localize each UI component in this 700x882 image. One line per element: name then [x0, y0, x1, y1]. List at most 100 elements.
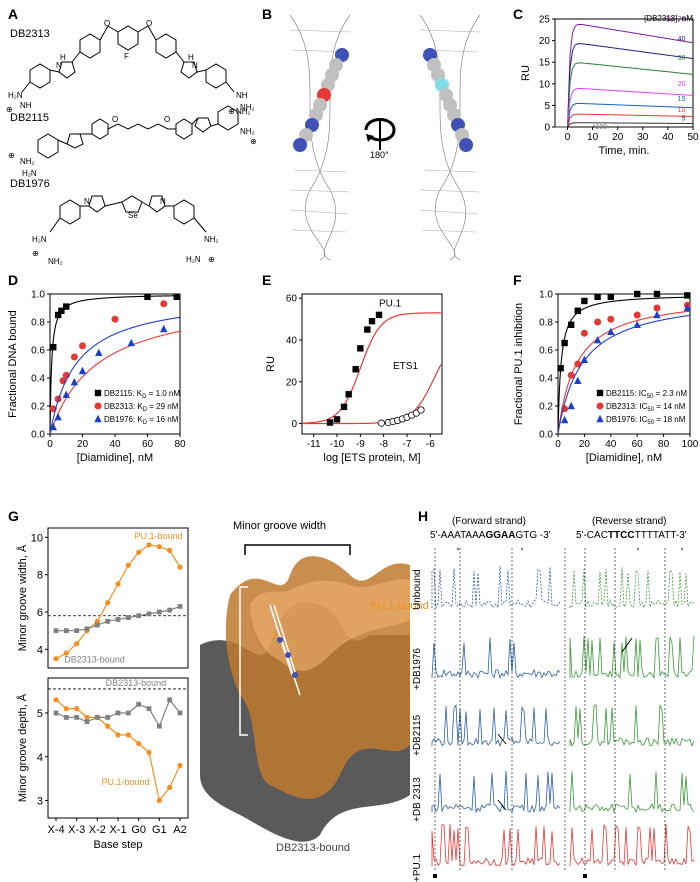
data-point — [74, 706, 80, 712]
chromatogram-trace — [431, 703, 561, 747]
data-point — [58, 307, 65, 314]
chromatogram-trace — [569, 703, 695, 748]
data-point — [581, 297, 588, 305]
reverse-sequence: 5'-CACTTCCTTTTATT-3' — [576, 530, 687, 541]
data-point — [146, 749, 152, 755]
svg-text:NH₂: NH₂ — [236, 107, 251, 116]
x-tick-label: 60 — [632, 439, 644, 450]
data-point — [53, 710, 59, 716]
svg-text:H: H — [188, 53, 194, 62]
rev-seq-core: TTCC — [607, 530, 635, 541]
y-axis-label: Minor groove width, Å — [16, 544, 29, 651]
data-point — [144, 293, 151, 300]
x-tick-label: -10 — [330, 439, 345, 450]
data-point — [156, 609, 162, 615]
data-point — [115, 581, 121, 587]
x-tick-label: 60 — [142, 439, 154, 450]
fit-curve — [49, 295, 181, 435]
x-axis-label: [Diamidine], nM — [586, 452, 662, 464]
svg-text:NH₂: NH₂ — [20, 157, 35, 166]
chart-f-svg: 0 20 40 60 80 100 0.0 0.2 0.4 0.6 0.8 1.0 [Diamidine… — [513, 290, 699, 465]
data-point — [63, 303, 70, 310]
svg-text:NH: NH — [236, 91, 248, 100]
data-point — [684, 292, 691, 299]
chromatogram-trace — [569, 567, 695, 609]
data-point — [156, 723, 162, 729]
data-point — [167, 697, 173, 703]
marker-square — [433, 874, 437, 878]
svg-text:NH: NH — [20, 101, 32, 110]
data-point — [94, 622, 100, 628]
db1976-benz-right — [173, 199, 195, 225]
y-tick-label: 0.0 — [31, 430, 45, 441]
svg-text:F: F — [124, 52, 129, 61]
data-point — [594, 318, 602, 326]
data-point — [594, 293, 601, 300]
y-tick-label: 10 — [539, 79, 551, 90]
rotation-label: 180° — [370, 150, 389, 160]
row-label-db1976: +DB1976 — [412, 648, 423, 690]
x-tick-label: A2 — [173, 824, 186, 836]
data-point — [63, 650, 69, 656]
groove-width-label: Minor groove width — [233, 520, 326, 532]
y-tick-label: 4 — [37, 752, 43, 764]
y-tick-label: 0.8 — [31, 318, 45, 329]
svg-text:⊕: ⊕ — [6, 105, 13, 114]
y-tick-label: 5 — [544, 101, 550, 112]
data-point — [568, 321, 575, 328]
data-point — [340, 403, 348, 411]
svg-text:N: N — [56, 61, 62, 70]
y-tick-label: 60 — [286, 294, 298, 305]
y-axis-label: Fractional DNA bound — [8, 310, 19, 418]
x-tick-label: -11 — [307, 439, 321, 450]
data-point — [127, 338, 135, 347]
y-tick-label: 0.4 — [539, 374, 553, 385]
minor-groove-surface — [200, 544, 410, 842]
data-point — [574, 307, 581, 314]
data-point — [364, 326, 371, 333]
y-axis-label: Fractional PU.1 inhibition — [513, 303, 525, 425]
data-point — [74, 628, 80, 634]
x-tick-label: 40 — [605, 439, 617, 450]
data-point — [607, 315, 615, 323]
data-point — [160, 300, 168, 308]
right-phenyl-ring — [155, 33, 177, 59]
data-point — [146, 542, 152, 548]
data-point — [54, 413, 62, 421]
svg-text:⊕: ⊕ — [32, 249, 39, 258]
svg-text:H₂N: H₂N — [8, 91, 23, 100]
plot-frame — [301, 293, 443, 435]
data-point — [156, 544, 162, 550]
y-tick-label: 0 — [544, 123, 550, 134]
x-tick-label: 10 — [587, 132, 599, 143]
data-point — [146, 611, 152, 617]
svg-text:NH₂: NH₂ — [240, 103, 255, 112]
concentration-label: 10 — [678, 107, 686, 114]
y-tick-label: 1.0 — [31, 290, 45, 301]
data-point — [580, 355, 589, 363]
x-tick-label: 20 — [579, 439, 591, 450]
groove-depth-label: Depth — [210, 610, 222, 640]
pu1-label: PU.1 — [379, 299, 402, 310]
data-point — [557, 365, 564, 372]
svg-text:⊕: ⊕ — [8, 151, 15, 160]
data-point — [177, 564, 183, 570]
central-benzene-ring — [117, 25, 139, 51]
y-tick-label: 20 — [286, 377, 298, 388]
concentration-label: 20 — [678, 81, 686, 88]
y-tick-label: 0.0 — [539, 430, 553, 441]
rev-seq-post: TTTTATT-3' — [634, 530, 687, 541]
data-point — [105, 600, 111, 606]
data-point — [115, 732, 121, 738]
db1976-imidazole-right — [148, 195, 166, 213]
data-point — [357, 345, 364, 352]
x-axis-label: Base step — [94, 839, 143, 851]
data-point — [50, 344, 57, 351]
compound-name-2: DB2115 — [10, 112, 49, 124]
row-label-pu1: +PU.1 — [412, 853, 423, 882]
data-point — [94, 714, 100, 720]
svg-text:H: H — [60, 53, 66, 62]
data-point — [653, 304, 661, 312]
data-point — [683, 303, 692, 312]
